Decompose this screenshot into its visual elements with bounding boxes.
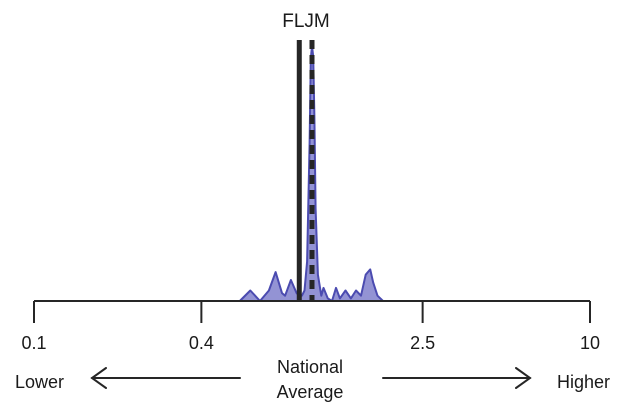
- average-label: Average: [277, 382, 344, 402]
- x-axis-ticks: 0.1 0.4 2.5 10: [21, 301, 600, 353]
- national-label: National: [277, 357, 343, 377]
- density-layer: [238, 44, 384, 302]
- density-area: [238, 44, 384, 302]
- direction-annotations: Lower Higher National Average: [15, 357, 610, 402]
- x-tick-label: 0.4: [189, 333, 214, 353]
- x-tick-label: 2.5: [410, 333, 435, 353]
- higher-label: Higher: [557, 372, 610, 392]
- reference-lines: [296, 40, 315, 301]
- x-tick-label: 0.1: [21, 333, 46, 353]
- left-arrow-icon: [90, 367, 241, 389]
- lower-label: Lower: [15, 372, 64, 392]
- x-tick-label: 10: [580, 333, 600, 353]
- right-arrow-icon: [382, 367, 532, 389]
- chart-title: FLJM: [282, 11, 330, 32]
